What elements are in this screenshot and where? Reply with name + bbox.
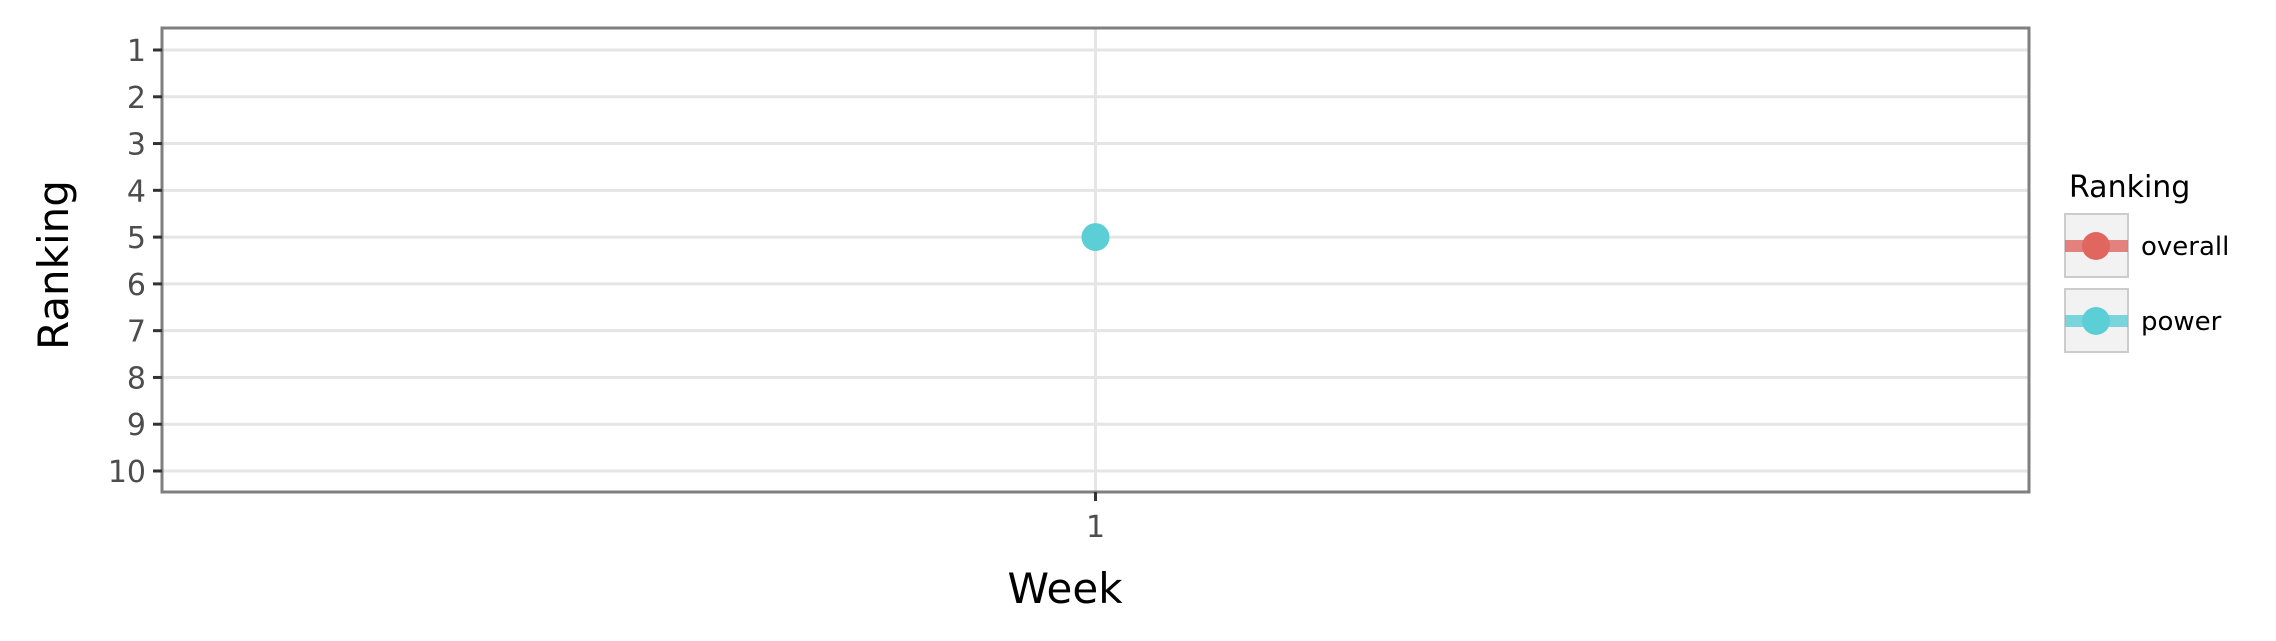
x-tick-label: 1: [1086, 510, 1105, 545]
legend-title: Ranking: [2069, 170, 2190, 205]
legend-entry-power: power: [2064, 288, 2222, 353]
y-tick-label: 6: [127, 268, 146, 303]
legend-point: [2082, 232, 2110, 260]
legend-label: overall: [2141, 232, 2229, 262]
y-tick-label: 8: [127, 361, 146, 396]
legend-label: power: [2141, 307, 2222, 337]
data-marks: [1081, 223, 1110, 252]
y-tick-label: 4: [127, 174, 146, 209]
y-tick-label: 5: [127, 221, 146, 256]
y-tick-label: 3: [127, 128, 146, 163]
y-tick-label: 1: [127, 34, 146, 69]
y-axis: 1 2 3 4 5 6 7 8 9 10: [108, 34, 162, 490]
data-point-power: [1081, 223, 1110, 252]
y-tick-label: 7: [127, 315, 146, 350]
grid-lines: [162, 28, 2029, 492]
y-tick-label: 10: [108, 455, 146, 490]
x-axis: 1: [1086, 492, 1105, 545]
y-tick-label: 9: [127, 408, 146, 443]
legend-entry-overall: overall: [2064, 213, 2229, 278]
legend: Ranking overall power: [2064, 170, 2229, 353]
y-axis-title: Ranking: [29, 180, 78, 350]
y-tick-label: 2: [127, 81, 146, 116]
legend-point: [2082, 307, 2110, 335]
x-axis-title: Week: [1007, 564, 1123, 613]
